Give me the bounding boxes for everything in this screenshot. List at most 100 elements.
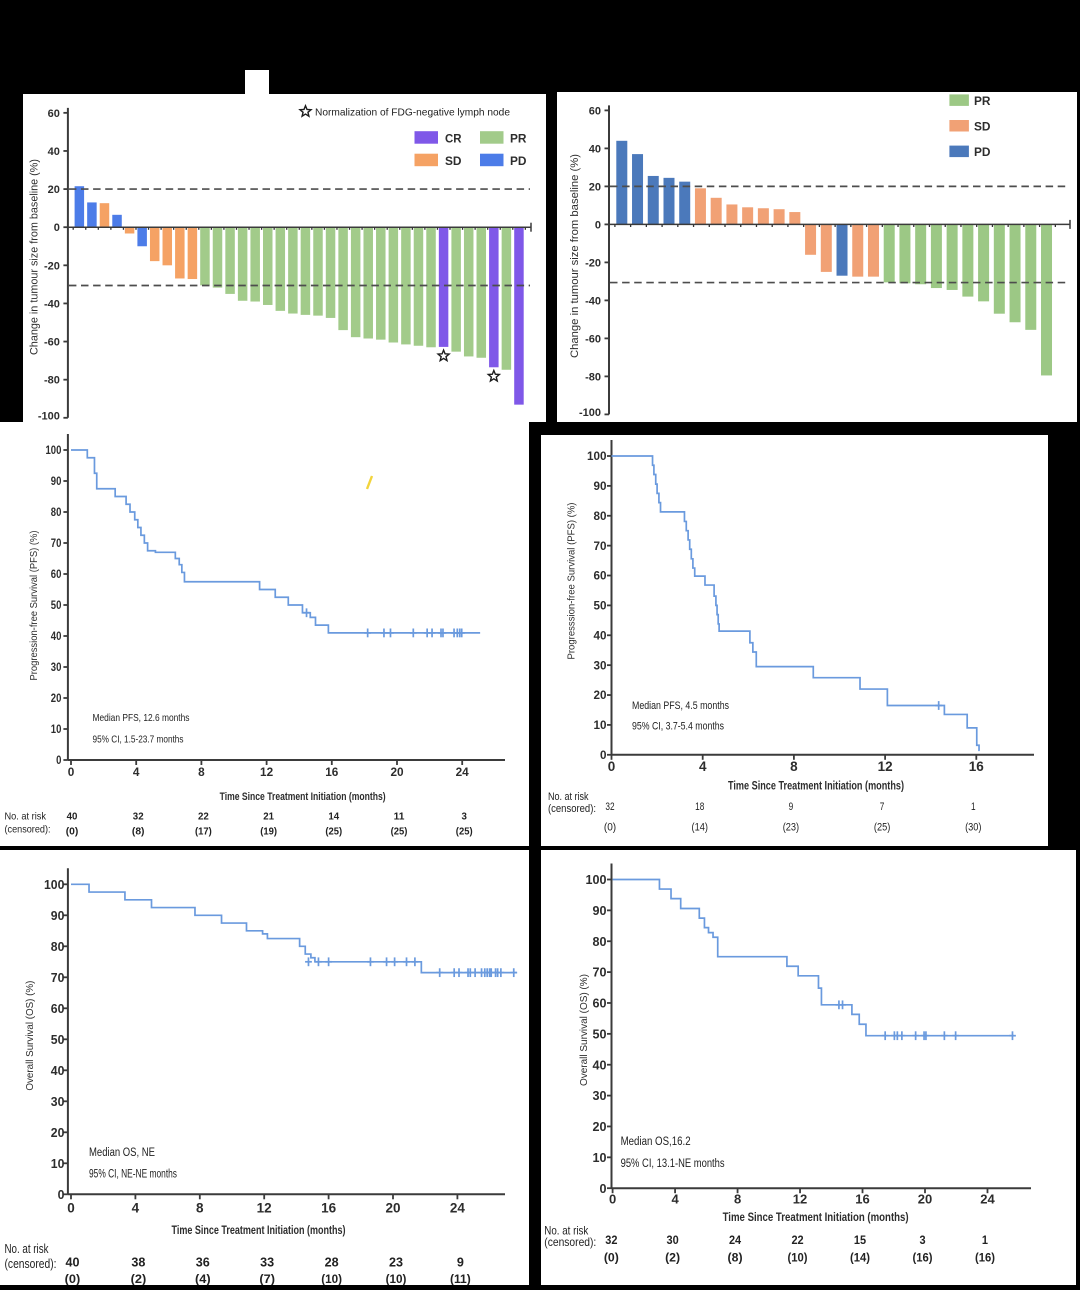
svg-text:Median OS,16.2: Median OS,16.2 bbox=[621, 1136, 691, 1148]
svg-text:No. at risk: No. at risk bbox=[544, 1224, 589, 1238]
svg-text:No. at risk: No. at risk bbox=[5, 1242, 50, 1256]
svg-text:80: 80 bbox=[51, 507, 62, 519]
svg-text:40: 40 bbox=[51, 631, 62, 643]
svg-text:No. at risk: No. at risk bbox=[5, 811, 47, 823]
svg-text:20: 20 bbox=[48, 184, 60, 196]
svg-text:14: 14 bbox=[328, 811, 339, 823]
svg-text:(10): (10) bbox=[321, 1272, 342, 1285]
svg-text:80: 80 bbox=[51, 939, 65, 954]
svg-text:60: 60 bbox=[48, 108, 60, 120]
svg-text:(19): (19) bbox=[260, 826, 277, 838]
svg-text:12: 12 bbox=[878, 759, 893, 774]
svg-text:40: 40 bbox=[589, 143, 601, 155]
svg-text:24: 24 bbox=[729, 1233, 741, 1247]
svg-text:40: 40 bbox=[48, 146, 60, 158]
svg-text:32: 32 bbox=[605, 1233, 617, 1247]
svg-text:0: 0 bbox=[58, 1187, 65, 1202]
svg-text:20: 20 bbox=[51, 1125, 65, 1140]
svg-text:60: 60 bbox=[51, 1001, 65, 1016]
svg-text:-20: -20 bbox=[585, 257, 601, 269]
svg-text:10: 10 bbox=[51, 724, 62, 736]
svg-text:(4): (4) bbox=[195, 1272, 211, 1285]
svg-text:32: 32 bbox=[605, 801, 614, 813]
svg-text:60: 60 bbox=[594, 569, 607, 583]
svg-text:0: 0 bbox=[67, 1201, 75, 1216]
svg-text:(14): (14) bbox=[850, 1251, 870, 1265]
svg-text:-20: -20 bbox=[44, 260, 60, 272]
svg-text:CR: CR bbox=[445, 131, 462, 145]
svg-text:80: 80 bbox=[593, 934, 607, 949]
svg-text:Median PFS, 4.5 months: Median PFS, 4.5 months bbox=[632, 700, 729, 712]
svg-text:(censored):: (censored): bbox=[548, 803, 596, 815]
svg-text:16: 16 bbox=[855, 1191, 869, 1206]
svg-text:Overall Survival (OS) (%): Overall Survival (OS) (%) bbox=[578, 974, 590, 1086]
svg-text:90: 90 bbox=[594, 479, 607, 493]
svg-text:95% CI, 13.1-NE months: 95% CI, 13.1-NE months bbox=[621, 1158, 725, 1170]
svg-text:90: 90 bbox=[593, 903, 607, 918]
svg-text:7: 7 bbox=[880, 801, 885, 813]
svg-text:-100: -100 bbox=[38, 410, 60, 422]
svg-text:(25): (25) bbox=[456, 826, 473, 838]
svg-text:(16): (16) bbox=[913, 1251, 933, 1265]
svg-text:20: 20 bbox=[51, 693, 62, 705]
svg-text:(30): (30) bbox=[965, 822, 981, 834]
svg-text:0: 0 bbox=[600, 1181, 607, 1196]
svg-text:24: 24 bbox=[456, 765, 470, 779]
svg-text:(0): (0) bbox=[604, 822, 616, 834]
svg-text:70: 70 bbox=[51, 538, 62, 550]
svg-text:16: 16 bbox=[321, 1201, 337, 1216]
svg-text:1: 1 bbox=[982, 1233, 988, 1247]
svg-text:(0): (0) bbox=[66, 826, 79, 838]
svg-text:0: 0 bbox=[600, 748, 607, 762]
svg-text:8: 8 bbox=[734, 1191, 741, 1206]
svg-text:4: 4 bbox=[132, 1201, 140, 1216]
svg-text:70: 70 bbox=[594, 539, 607, 553]
svg-text:9: 9 bbox=[789, 801, 794, 813]
svg-text:-60: -60 bbox=[585, 333, 601, 345]
svg-text:4: 4 bbox=[133, 765, 140, 779]
svg-text:28: 28 bbox=[325, 1256, 339, 1270]
svg-text:23: 23 bbox=[389, 1256, 403, 1270]
svg-text:50: 50 bbox=[594, 599, 607, 613]
svg-text:(2): (2) bbox=[131, 1272, 147, 1285]
svg-text:(10): (10) bbox=[386, 1272, 407, 1285]
svg-text:(2): (2) bbox=[665, 1251, 680, 1265]
svg-text:-40: -40 bbox=[585, 295, 601, 307]
svg-text:No. at risk: No. at risk bbox=[548, 791, 589, 803]
svg-text:50: 50 bbox=[51, 600, 62, 612]
svg-text:(0): (0) bbox=[604, 1251, 619, 1265]
svg-text:1: 1 bbox=[971, 801, 976, 813]
svg-text:16: 16 bbox=[325, 765, 339, 779]
svg-text:60: 60 bbox=[593, 996, 607, 1011]
svg-text:15: 15 bbox=[854, 1233, 866, 1247]
svg-text:Overall Survival (OS) (%): Overall Survival (OS) (%) bbox=[24, 981, 36, 1091]
svg-text:0: 0 bbox=[608, 759, 616, 774]
svg-text:(16): (16) bbox=[975, 1251, 995, 1265]
svg-text:30: 30 bbox=[51, 1094, 65, 1109]
svg-text:40: 40 bbox=[593, 1057, 607, 1072]
svg-text:80: 80 bbox=[594, 509, 607, 523]
svg-text:-80: -80 bbox=[44, 375, 60, 387]
svg-text:60: 60 bbox=[51, 569, 62, 581]
svg-text:12: 12 bbox=[793, 1191, 807, 1206]
svg-text:8: 8 bbox=[196, 1201, 204, 1216]
svg-text:Progression-free Survival (PFS: Progression-free Survival (PFS) (%) bbox=[28, 531, 40, 681]
svg-text:95% CI, 1.5-23.7 months: 95% CI, 1.5-23.7 months bbox=[93, 734, 184, 746]
svg-text:8: 8 bbox=[790, 759, 798, 774]
svg-text:24: 24 bbox=[980, 1191, 995, 1206]
svg-text:100: 100 bbox=[44, 877, 64, 892]
svg-text:95% CI, NE-NE months: 95% CI, NE-NE months bbox=[89, 1169, 177, 1181]
svg-text:50: 50 bbox=[593, 1026, 607, 1041]
svg-text:-100: -100 bbox=[579, 407, 601, 419]
svg-text:PR: PR bbox=[510, 131, 527, 145]
svg-text:33: 33 bbox=[260, 1256, 274, 1270]
svg-text:(8): (8) bbox=[728, 1251, 743, 1265]
svg-text:38: 38 bbox=[131, 1256, 145, 1270]
svg-text:100: 100 bbox=[587, 449, 607, 463]
svg-text:12: 12 bbox=[260, 765, 274, 779]
svg-text:(0): (0) bbox=[65, 1272, 81, 1285]
svg-text:0: 0 bbox=[595, 219, 601, 231]
svg-text:40: 40 bbox=[67, 811, 78, 823]
svg-text:32: 32 bbox=[133, 811, 144, 823]
svg-text:(11): (11) bbox=[450, 1272, 471, 1285]
